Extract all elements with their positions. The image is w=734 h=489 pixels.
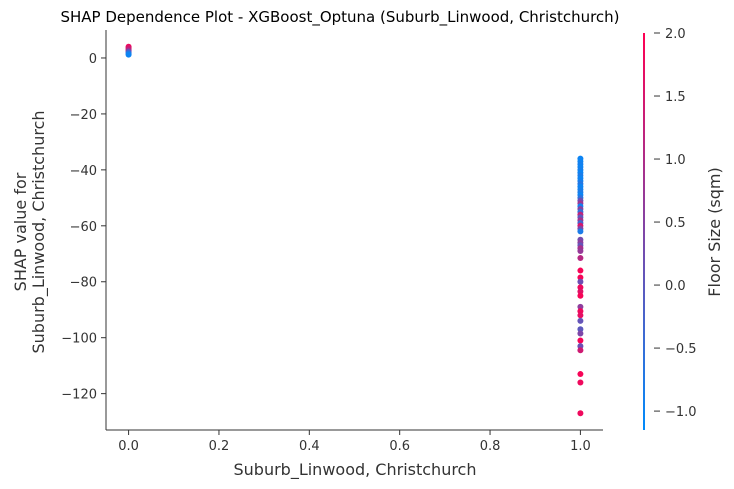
data-point — [577, 228, 584, 235]
x-tick-label: 1.0 — [570, 439, 591, 454]
colorbar-tick-label: 0.0 — [665, 279, 686, 294]
y-axis-label-line-1: SHAP value for — [11, 172, 30, 291]
y-tick-label: 0 — [89, 52, 97, 67]
colorbar — [643, 33, 645, 430]
data-point — [577, 274, 584, 281]
colorbar-tick-label: 2.0 — [665, 27, 686, 42]
x-axis-label: Suburb_Linwood, Christchurch — [233, 460, 476, 480]
x-tick-label: 0.2 — [209, 439, 230, 454]
y-axis-ticks: 0 −20 −40 −60 −80 −100 −120 — [61, 52, 106, 403]
x-tick-label: 0.8 — [480, 439, 501, 454]
y-tick-label: −100 — [61, 332, 97, 347]
y-tick-label: −20 — [70, 108, 97, 123]
x-tick-label: 0.0 — [118, 439, 139, 454]
chart-title: SHAP Dependence Plot - XGBoost_Optuna (S… — [60, 8, 619, 27]
data-point — [577, 267, 584, 274]
y-axis-label-line-2: Suburb_Linwood, Christchurch — [29, 110, 49, 353]
x-axis-ticks: 0.0 0.2 0.4 0.6 0.8 1.0 — [118, 430, 591, 454]
data-point — [577, 254, 584, 261]
data-point — [577, 379, 584, 386]
x-tick-label: 0.6 — [389, 439, 410, 454]
y-tick-label: −60 — [70, 220, 97, 235]
data-point — [577, 317, 584, 324]
plot-area — [125, 43, 584, 417]
data-point — [577, 330, 584, 337]
colorbar-tick-label: 1.5 — [665, 90, 686, 105]
y-tick-label: −120 — [61, 388, 97, 403]
y-tick-label: −40 — [70, 164, 97, 179]
data-point — [577, 308, 584, 315]
data-point — [125, 51, 132, 58]
data-point — [577, 371, 584, 378]
data-point — [577, 337, 584, 344]
data-point — [577, 292, 584, 299]
colorbar-tick-label: −1.0 — [665, 405, 697, 420]
y-tick-label: −80 — [70, 276, 97, 291]
colorbar-label: Floor Size (sqm) — [705, 167, 724, 296]
colorbar-tick-label: −0.5 — [665, 342, 697, 357]
data-point — [577, 312, 584, 319]
colorbar-tick-label: 0.5 — [665, 216, 686, 231]
data-point — [577, 284, 584, 291]
data-point — [577, 326, 584, 333]
x-tick-label: 0.4 — [299, 439, 320, 454]
data-point — [577, 303, 584, 310]
data-point — [577, 347, 584, 354]
data-point — [577, 247, 584, 254]
data-point — [577, 343, 584, 350]
data-point — [577, 288, 584, 295]
colorbar-tick-label: 1.0 — [665, 153, 686, 168]
colorbar-ticks: 2.0 1.5 1.0 0.5 0.0 −0.5 −1.0 — [654, 27, 697, 420]
data-point — [577, 278, 584, 285]
data-point — [577, 410, 584, 417]
